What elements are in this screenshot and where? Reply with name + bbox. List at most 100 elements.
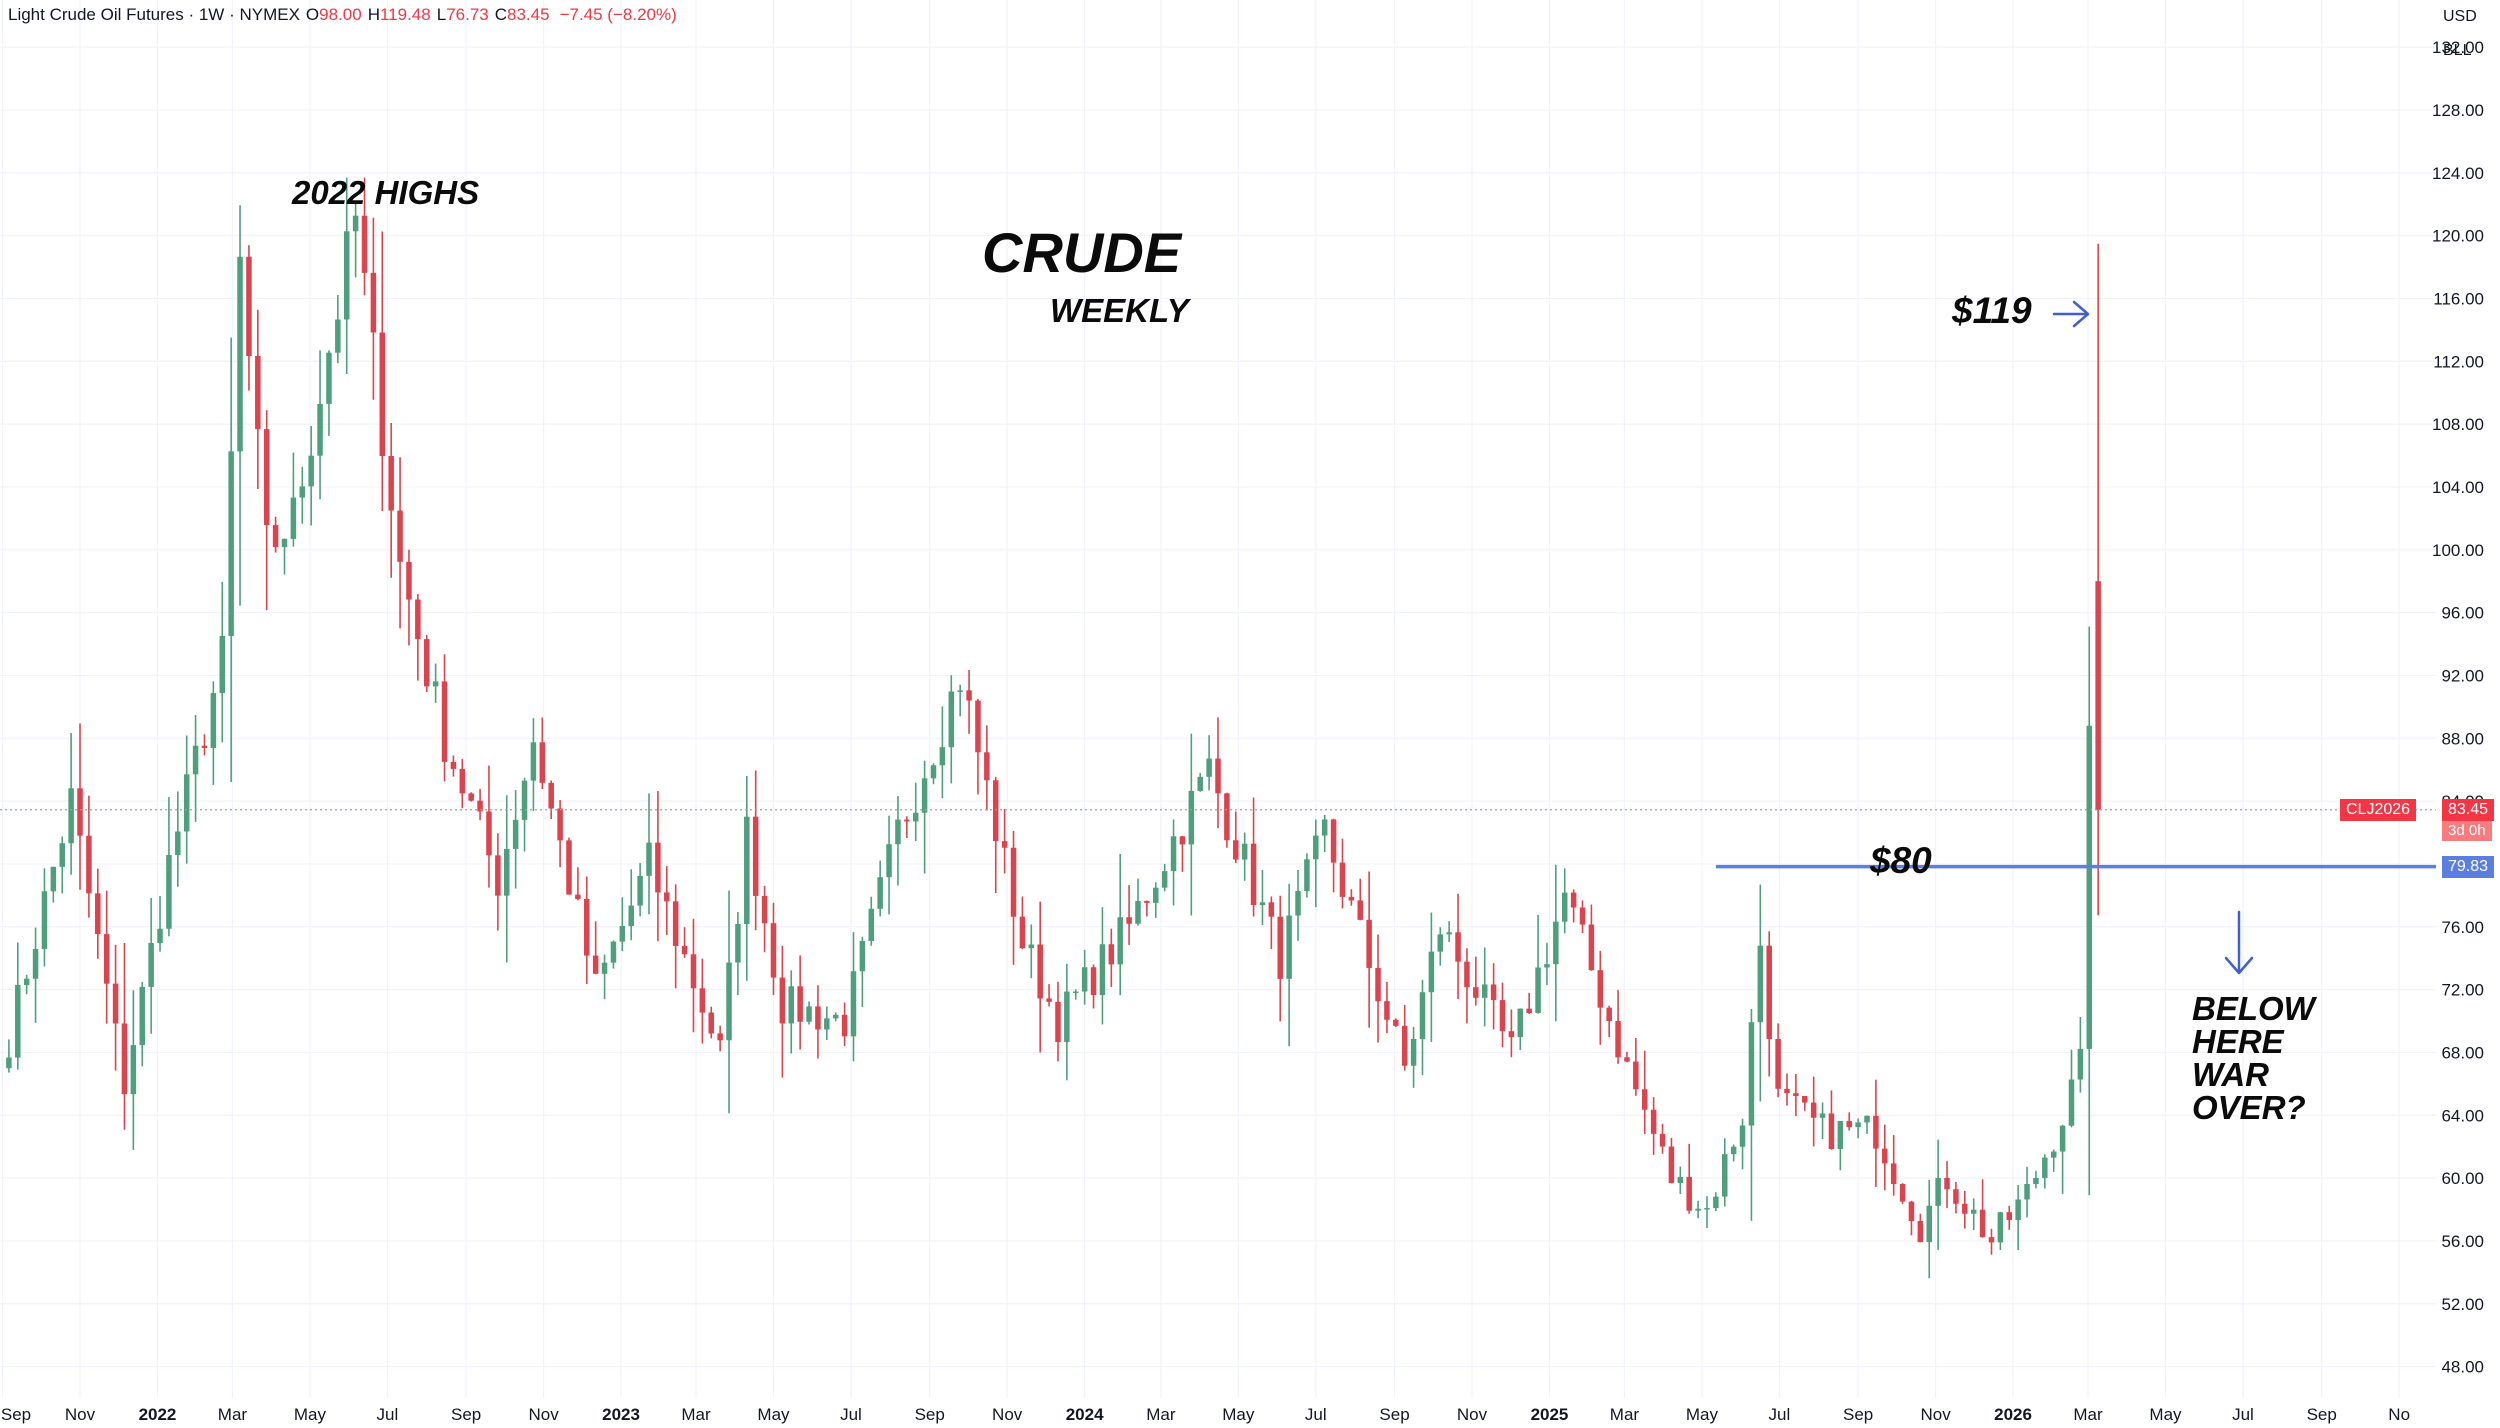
- candle-body[interactable]: [1606, 1007, 1612, 1022]
- candle-body[interactable]: [1535, 967, 1541, 1014]
- candle-body[interactable]: [1908, 1201, 1915, 1221]
- candle-body[interactable]: [1810, 1102, 1817, 1118]
- candle-body[interactable]: [263, 429, 270, 526]
- candle-body[interactable]: [50, 866, 57, 892]
- candle-body[interactable]: [326, 352, 332, 404]
- candle-body[interactable]: [397, 510, 403, 562]
- candle-body[interactable]: [352, 215, 359, 232]
- candle-body[interactable]: [1846, 1120, 1852, 1128]
- candle-body[interactable]: [1615, 1021, 1621, 1058]
- candle-body[interactable]: [68, 788, 74, 844]
- candle-body[interactable]: [2033, 1177, 2039, 1185]
- candle-body[interactable]: [1455, 932, 1461, 962]
- candle-body[interactable]: [6, 1057, 12, 1069]
- candle-body[interactable]: [1873, 1115, 1879, 1149]
- candle-body[interactable]: [610, 941, 617, 963]
- candle-body[interactable]: [1739, 1125, 1746, 1147]
- candle-body[interactable]: [1490, 984, 1497, 1001]
- candle-body[interactable]: [86, 835, 92, 894]
- candle-body[interactable]: [1313, 835, 1319, 860]
- candle-body[interactable]: [592, 955, 599, 974]
- candle-body[interactable]: [744, 816, 750, 925]
- candle-body[interactable]: [886, 844, 892, 878]
- candle-body[interactable]: [1944, 1177, 1950, 1190]
- candle-body[interactable]: [2095, 581, 2101, 810]
- candle-body[interactable]: [495, 855, 501, 896]
- candle-body[interactable]: [1437, 934, 1444, 952]
- candle-body[interactable]: [1668, 1146, 1675, 1184]
- candle-body[interactable]: [1641, 1089, 1648, 1110]
- candle-body[interactable]: [361, 215, 368, 273]
- candle-body[interactable]: [1401, 1025, 1408, 1066]
- candle-body[interactable]: [1001, 841, 1008, 848]
- candle-body[interactable]: [1037, 944, 1043, 999]
- candle-body[interactable]: [370, 272, 377, 333]
- candle-body[interactable]: [904, 819, 910, 822]
- candle-body[interactable]: [1935, 1177, 1941, 1206]
- candle-body[interactable]: [441, 681, 448, 762]
- candle-body[interactable]: [2024, 1184, 2030, 1200]
- candle-body[interactable]: [1686, 1176, 1692, 1211]
- candle-body[interactable]: [1499, 1000, 1506, 1032]
- candle-body[interactable]: [868, 908, 875, 941]
- candle-body[interactable]: [1304, 859, 1310, 892]
- candle-body[interactable]: [708, 1012, 714, 1034]
- candle-body[interactable]: [584, 898, 590, 956]
- candle-body[interactable]: [1188, 790, 1195, 845]
- candle-body[interactable]: [1988, 1237, 1995, 1243]
- candle-body[interactable]: [175, 831, 181, 856]
- candle-body[interactable]: [1819, 1113, 1826, 1118]
- candle-body[interactable]: [557, 808, 563, 841]
- candle-body[interactable]: [1579, 907, 1586, 925]
- candle-body[interactable]: [201, 745, 208, 749]
- candle-body[interactable]: [690, 954, 697, 989]
- candle-body[interactable]: [15, 984, 21, 1058]
- candle-body[interactable]: [1677, 1176, 1684, 1184]
- candle-body[interactable]: [806, 1006, 812, 1022]
- candle-body[interactable]: [1410, 1039, 1417, 1066]
- candle-body[interactable]: [166, 855, 172, 929]
- candle-body[interactable]: [450, 761, 457, 769]
- candle-body[interactable]: [1650, 1109, 1657, 1134]
- candle-body[interactable]: [1339, 862, 1346, 897]
- candle-body[interactable]: [1757, 945, 1764, 1023]
- candle-body[interactable]: [1526, 1008, 1532, 1014]
- candle-body[interactable]: [815, 1006, 821, 1030]
- currency-label[interactable]: USD: [2443, 8, 2477, 25]
- candle-body[interactable]: [388, 456, 394, 511]
- candle-body[interactable]: [1570, 892, 1577, 908]
- candle-body[interactable]: [1072, 991, 1079, 994]
- candle-body[interactable]: [121, 1023, 128, 1095]
- candle-body[interactable]: [468, 793, 474, 801]
- candle-body[interactable]: [130, 1045, 137, 1095]
- candle-body[interactable]: [930, 765, 937, 779]
- candle-body[interactable]: [41, 891, 48, 949]
- candle-body[interactable]: [1241, 843, 1248, 860]
- candle-body[interactable]: [219, 635, 226, 694]
- candle-body[interactable]: [984, 752, 990, 781]
- candle-body[interactable]: [1099, 944, 1106, 996]
- candle-body[interactable]: [824, 1018, 830, 1030]
- candle-body[interactable]: [112, 983, 119, 1024]
- candle-body[interactable]: [859, 940, 866, 972]
- candle-body[interactable]: [752, 816, 759, 896]
- candle-body[interactable]: [2086, 725, 2093, 1049]
- candle-body[interactable]: [699, 988, 706, 1013]
- candle-body[interactable]: [1517, 1008, 1524, 1038]
- candle-body[interactable]: [2006, 1212, 2013, 1221]
- candle-body[interactable]: [1055, 1001, 1061, 1043]
- candle-body[interactable]: [1508, 1031, 1515, 1038]
- candle-body[interactable]: [459, 768, 466, 794]
- candle-body[interactable]: [646, 842, 652, 876]
- candle-body[interactable]: [761, 895, 768, 924]
- candle-body[interactable]: [2077, 1048, 2084, 1080]
- candle-body[interactable]: [1553, 921, 1559, 965]
- candle-body[interactable]: [148, 942, 154, 987]
- candle-body[interactable]: [1926, 1205, 1932, 1243]
- candle-body[interactable]: [1090, 967, 1097, 996]
- candle-body[interactable]: [1161, 871, 1168, 888]
- candle-body[interactable]: [2050, 1151, 2057, 1158]
- candle-body[interactable]: [379, 332, 386, 457]
- candle-body[interactable]: [1135, 900, 1141, 924]
- candle-body[interactable]: [477, 800, 483, 812]
